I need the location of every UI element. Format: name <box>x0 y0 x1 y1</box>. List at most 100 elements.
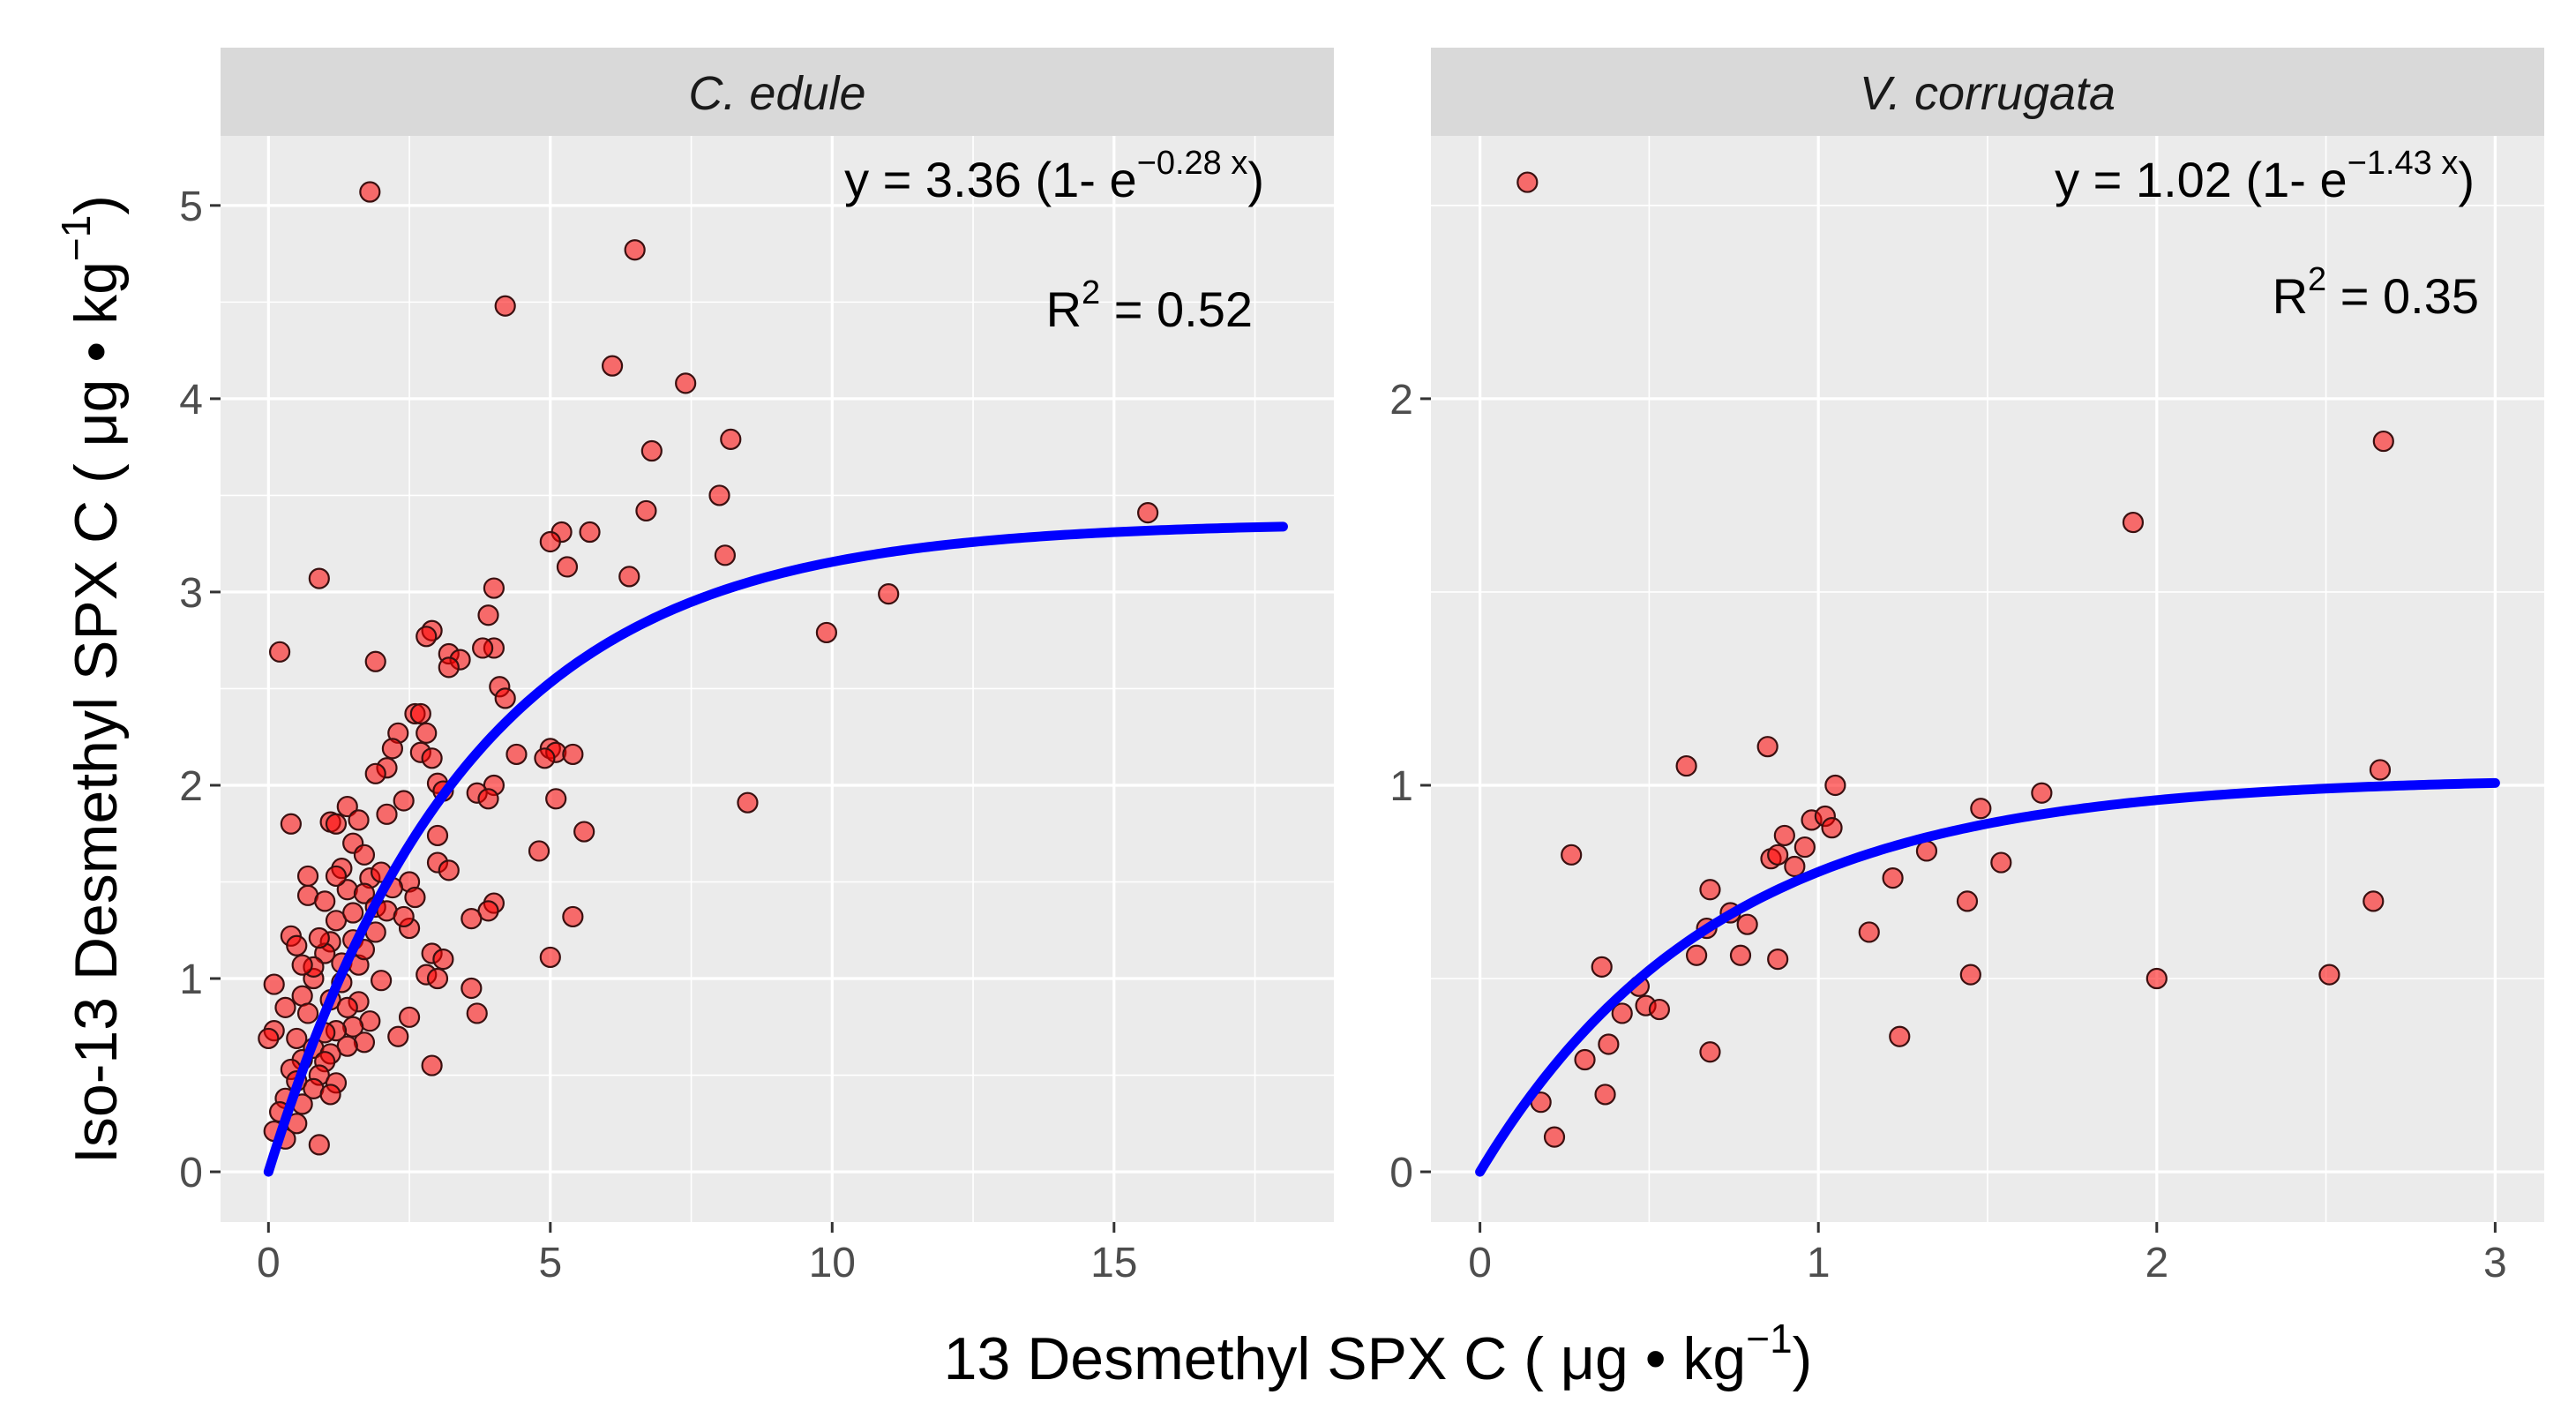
data-point <box>348 809 370 831</box>
data-point <box>1784 855 1806 878</box>
data-point <box>1516 171 1539 193</box>
data-point <box>263 973 285 995</box>
data-point <box>708 484 730 506</box>
x-tick-label: 10 <box>809 1240 856 1286</box>
data-point <box>286 1027 308 1050</box>
r-squared-r: R <box>1046 281 1082 337</box>
data-point <box>539 530 561 553</box>
r-squared-label: R2 = 0.35 <box>2273 261 2479 324</box>
data-point <box>268 641 291 663</box>
data-point <box>720 428 742 450</box>
x-tick-label: 15 <box>1090 1240 1137 1286</box>
data-point <box>505 743 528 766</box>
data-point <box>280 813 302 835</box>
r-squared-label: R2 = 0.52 <box>1046 274 1253 337</box>
data-point <box>1858 921 1880 943</box>
data-point <box>2318 964 2340 986</box>
data-point <box>371 970 393 992</box>
data-point <box>376 803 398 825</box>
data-point <box>404 886 426 909</box>
data-point <box>426 967 449 990</box>
data-point <box>2031 782 2053 804</box>
data-point <box>2372 430 2394 453</box>
data-point <box>466 1002 488 1024</box>
data-point <box>296 1002 319 1024</box>
data-point <box>1574 1048 1596 1071</box>
data-point <box>416 722 438 744</box>
data-point <box>296 865 319 888</box>
y-tick-label: 3 <box>179 570 203 617</box>
y-axis-ticks: 0 1 2 3 4 5 <box>179 184 221 1196</box>
equation-right: ) <box>1247 152 1264 207</box>
data-point <box>393 790 415 812</box>
data-point <box>342 902 364 924</box>
x-tick-label: 2 <box>2145 1240 2168 1286</box>
data-point <box>409 702 431 725</box>
data-point <box>2145 967 2168 990</box>
data-point <box>1756 736 1778 758</box>
data-point <box>319 1084 341 1106</box>
data-point <box>1990 851 2012 874</box>
r-squared-value: = 0.52 <box>1100 281 1253 337</box>
data-point <box>1824 774 1846 797</box>
data-point <box>878 583 900 605</box>
y-axis-title: Iso-13 Desmethyl SPX C ( μg • kg−1) <box>53 195 130 1164</box>
strip-label: C. edule <box>688 67 865 120</box>
data-point <box>477 604 499 626</box>
x-axis-ticks: 0 5 10 15 <box>257 1222 1137 1286</box>
data-point <box>1767 949 1789 971</box>
data-point <box>421 747 443 769</box>
data-point <box>359 181 381 203</box>
data-point <box>1729 944 1752 966</box>
r-squared-sup: 2 <box>1082 274 1100 311</box>
scatter-points <box>258 181 1159 1156</box>
fit-curve <box>263 521 1288 1177</box>
data-point <box>1736 913 1758 935</box>
panel-c-edule: C. edule 0 5 10 15 0 1 2 3 4 5 y = 3.36 (1- e−0.… <box>179 48 1334 1286</box>
data-point <box>483 577 505 599</box>
y-tick-label: 1 <box>1389 763 1413 810</box>
data-point <box>421 1054 443 1076</box>
data-point <box>1648 998 1671 1021</box>
data-point <box>416 626 438 648</box>
data-point <box>353 844 376 866</box>
data-point <box>562 905 584 928</box>
data-point <box>308 926 330 949</box>
data-point <box>528 840 550 862</box>
data-point <box>477 788 499 810</box>
data-point <box>556 556 579 578</box>
data-point <box>1611 1002 1633 1024</box>
x-tick-label: 3 <box>2483 1240 2507 1286</box>
data-point <box>1686 944 1708 966</box>
data-point <box>2369 759 2392 781</box>
equation-exponent: −0.28 x <box>1137 145 1248 182</box>
y-tick-label: 4 <box>179 377 203 424</box>
data-point <box>1598 1033 1620 1055</box>
strip-background <box>1431 48 2544 136</box>
data-point <box>1137 502 1159 524</box>
data-point <box>314 890 336 912</box>
strip-background <box>221 48 1334 136</box>
data-point <box>472 637 494 659</box>
data-point <box>308 567 330 589</box>
equation-left: y = 1.02 (1- e <box>2055 152 2348 207</box>
x-axis-ticks: 0 1 2 3 <box>1468 1222 2507 1286</box>
data-point <box>579 521 601 544</box>
y-tick-label: 1 <box>179 956 203 1003</box>
data-point <box>545 788 567 810</box>
data-point <box>1915 840 1938 862</box>
equation-right: ) <box>2458 152 2475 207</box>
data-point <box>286 934 308 956</box>
data-point <box>336 795 358 818</box>
data-point <box>737 791 759 814</box>
data-point <box>393 905 415 928</box>
data-point <box>1821 817 1843 839</box>
data-point <box>1591 956 1613 978</box>
data-point <box>1699 879 1721 901</box>
x-axis-title-sup: −1 <box>1746 1316 1792 1361</box>
data-point <box>1956 890 1979 912</box>
y-tick-label: 2 <box>1389 377 1413 424</box>
data-point <box>387 1025 409 1047</box>
data-point <box>1959 964 1981 986</box>
x-tick-label: 1 <box>1807 1240 1831 1286</box>
